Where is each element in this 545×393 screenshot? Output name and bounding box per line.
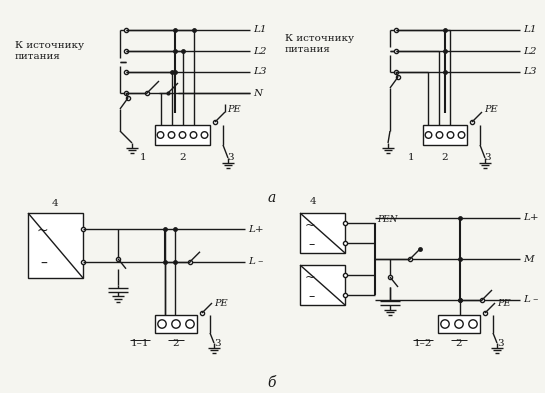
Text: L1: L1: [253, 26, 267, 35]
Text: 4: 4: [52, 198, 59, 208]
Circle shape: [179, 132, 186, 138]
Bar: [423, 125, 467, 145]
Circle shape: [436, 132, 443, 138]
Text: –: –: [40, 257, 47, 271]
Bar: [155, 125, 210, 145]
Circle shape: [201, 132, 208, 138]
Circle shape: [455, 320, 463, 328]
Text: L2: L2: [253, 46, 267, 55]
Bar: [300, 265, 345, 305]
Text: –: –: [308, 290, 314, 303]
Text: L3: L3: [523, 68, 536, 77]
Text: –: –: [308, 239, 314, 252]
Circle shape: [425, 132, 432, 138]
Circle shape: [157, 132, 164, 138]
Text: ~: ~: [305, 219, 316, 231]
Text: 1: 1: [408, 152, 414, 162]
Text: 2: 2: [173, 338, 179, 347]
Text: L1: L1: [523, 26, 536, 35]
Text: PE: PE: [484, 105, 498, 114]
Text: PE: PE: [214, 299, 228, 307]
Circle shape: [469, 320, 477, 328]
Bar: [438, 315, 480, 333]
Circle shape: [172, 320, 180, 328]
Text: 4: 4: [310, 196, 317, 206]
Text: а: а: [268, 191, 276, 205]
Circle shape: [458, 132, 465, 138]
Text: ~: ~: [305, 270, 316, 283]
Text: 3: 3: [498, 338, 504, 347]
Text: 1: 1: [140, 152, 146, 162]
Text: L –: L –: [523, 296, 538, 305]
Text: 1–1: 1–1: [131, 338, 149, 347]
Text: PEN: PEN: [377, 215, 397, 224]
Text: 2: 2: [179, 152, 186, 162]
Text: 3: 3: [228, 152, 234, 162]
Text: 3: 3: [485, 152, 491, 162]
Text: L2: L2: [523, 46, 536, 55]
Text: L3: L3: [253, 68, 267, 77]
Circle shape: [186, 320, 194, 328]
Bar: [300, 213, 345, 253]
Text: 1–2: 1–2: [414, 338, 432, 347]
Circle shape: [158, 320, 166, 328]
Text: M: M: [523, 255, 534, 263]
Text: б: б: [268, 376, 276, 390]
Text: К источнику
питания: К источнику питания: [15, 41, 84, 61]
Circle shape: [447, 132, 454, 138]
Text: 2: 2: [441, 152, 449, 162]
Text: 3: 3: [215, 338, 221, 347]
Text: N: N: [253, 88, 262, 97]
Circle shape: [441, 320, 449, 328]
Text: 2: 2: [456, 338, 462, 347]
Circle shape: [168, 132, 175, 138]
Text: PE: PE: [227, 105, 241, 114]
Text: L –: L –: [248, 257, 263, 266]
Text: ~: ~: [36, 224, 47, 238]
Bar: [155, 315, 197, 333]
Text: К источнику
питания: К источнику питания: [285, 34, 354, 54]
Text: L+: L+: [523, 213, 538, 222]
Text: PE: PE: [497, 299, 511, 307]
Text: L+: L+: [248, 225, 264, 234]
Circle shape: [190, 132, 197, 138]
Bar: [28, 213, 83, 278]
